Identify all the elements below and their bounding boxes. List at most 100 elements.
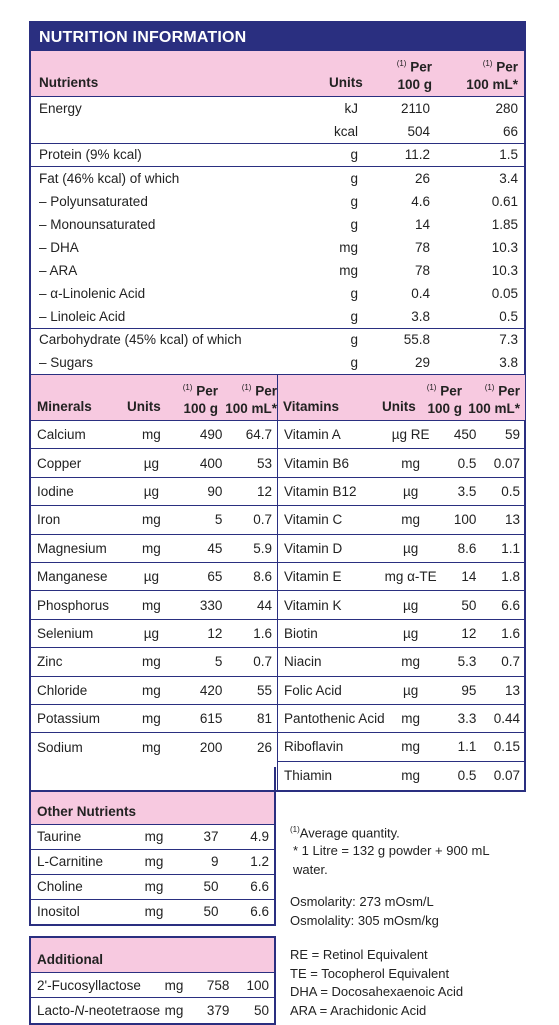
- row-per100ml: 44: [256, 597, 272, 613]
- table-row: Iodine µg 90 12: [31, 477, 277, 505]
- nutrient-per100ml: 10.3: [491, 262, 518, 278]
- minerals-title: Minerals: [37, 399, 92, 414]
- row-per100ml: 13: [504, 682, 520, 698]
- row-per100g: 50: [203, 879, 219, 895]
- nutrient-unit: kJ: [344, 100, 359, 116]
- nutrient-per100g: 55.8: [403, 332, 430, 348]
- nutrition-panel: NUTRITION INFORMATION Nutrients Units (1…: [29, 21, 526, 1025]
- table-row: Copper µg 400 53: [31, 448, 277, 477]
- nutrient-unit: kcal: [333, 123, 358, 139]
- nutrient-row: Carbohydrate (45% kcal) of which g 55.8 7.3: [31, 328, 524, 351]
- row-per100ml: 0.7: [253, 512, 272, 528]
- row-per100g: 0.5: [457, 768, 477, 784]
- row-per100ml: 55: [256, 682, 272, 698]
- nutrient-row: Fat (46% kcal) of which g 26 3.4: [31, 167, 524, 190]
- row-per100ml: 1.6: [253, 625, 272, 641]
- nutrients-header: Nutrients: [39, 75, 99, 90]
- nutrient-per100g: 0.4: [411, 285, 430, 301]
- row-name: Calcium: [37, 427, 86, 443]
- row-unit: mg: [164, 977, 184, 993]
- nutrient-row: – Polyunsaturated g 4.6 0.61: [31, 190, 524, 213]
- row-unit: mg: [142, 739, 161, 755]
- table-row: Taurine mg 37 4.9: [31, 824, 274, 849]
- minerals-per100ml: (1) Per 100 mL*: [225, 383, 277, 416]
- row-unit: mg: [142, 540, 161, 556]
- abbr-dha: DHA = Docosahexaenoic Acid: [290, 984, 464, 1000]
- row-per100ml: 12: [256, 483, 272, 499]
- row-per100ml: 0.5: [501, 483, 520, 499]
- minerals-rows: Calcium mg 490 64.7 Copper µg 400 53 Iodine µg 90 1…: [31, 420, 277, 761]
- row-per100g: 200: [199, 739, 223, 755]
- table-row: Manganese µg 65 8.6: [31, 562, 277, 590]
- nutrient-row: – Monounsaturated g 14 1.85: [31, 213, 524, 236]
- row-per100g: 5: [214, 654, 223, 670]
- nutrient-group: Carbohydrate (45% kcal) of which g 55.8 7.3…: [31, 327, 524, 375]
- row-name: Vitamin B12: [284, 483, 357, 499]
- per100ml-header: (1) Per 100 mL*: [466, 59, 518, 92]
- row-unit: µg: [402, 682, 419, 698]
- nutrient-per100g: 29: [414, 355, 430, 370]
- litre-note: * 1 Litre = 132 g powder + 900 mL water.: [293, 843, 490, 877]
- row-unit: mg: [142, 654, 161, 670]
- nutrient-per100g: 3.8: [411, 308, 430, 324]
- nutrient-per100g: 26: [414, 170, 430, 186]
- table-row: 2'-Fucosyllactose mg 758 100: [31, 972, 274, 998]
- row-per100ml: 81: [256, 711, 272, 727]
- table-row: Inositol mg 50 6.6: [31, 899, 274, 924]
- row-per100g: 1.1: [457, 739, 477, 755]
- row-per100ml: 64.7: [245, 427, 272, 443]
- units-header: Units: [329, 75, 363, 90]
- row-name: Vitamin E: [284, 569, 342, 585]
- row-per100ml: 0.07: [493, 768, 520, 784]
- row-name: Folic Acid: [284, 682, 342, 698]
- row-per100g: 5.3: [457, 654, 477, 670]
- row-per100g: 65: [207, 569, 223, 585]
- nutrient-row: Protein (9% kcal) g 11.2 1.5: [31, 143, 524, 166]
- minerals-table: Minerals Units (1) Per 100 g (1) Per 100 m…: [31, 375, 277, 790]
- vitamins-table: Vitamins Units (1) Per 100 g (1) Per 100 m…: [277, 375, 525, 790]
- row-name: Niacin: [284, 654, 322, 670]
- table-row: Chloride mg 420 55: [31, 676, 277, 704]
- nutrient-name: – Monounsaturated: [39, 216, 156, 232]
- additional-header: Additional: [31, 938, 274, 973]
- row-per100g: 0.5: [457, 455, 477, 471]
- row-unit: µg: [402, 483, 419, 499]
- nutrient-unit: g: [350, 355, 358, 370]
- vitamins-title: Vitamins: [283, 399, 340, 414]
- row-name: Iodine: [37, 483, 74, 499]
- row-unit: mg: [144, 904, 164, 920]
- nutrient-group: Fat (46% kcal) of which g 26 3.4 – Polyunsat…: [31, 166, 524, 328]
- row-unit: µg RE: [391, 427, 430, 443]
- table-row: Biotin µg 12 1.6: [278, 619, 525, 647]
- table-row: Thiamin mg 0.5 0.07: [278, 761, 525, 789]
- minerals-units: Units: [127, 399, 161, 414]
- row-name: Vitamin B6: [284, 455, 350, 471]
- row-per100g: 12: [461, 625, 477, 641]
- row-unit: µg: [143, 569, 160, 585]
- row-unit: µg: [143, 455, 160, 471]
- nutrient-name: – Linoleic Acid: [39, 308, 126, 324]
- row-name: Inositol: [37, 904, 80, 920]
- per100g-header: (1) Per 100 g: [396, 59, 432, 92]
- row-per100ml: 0.07: [493, 455, 520, 471]
- row-per100ml: 1.8: [501, 569, 520, 585]
- nutrient-per100g: 78: [414, 239, 430, 255]
- additional-table: Additional 2'-Fucosyllactose mg 758 100 Lact…: [29, 936, 276, 1025]
- table-row: Niacin mg 5.3 0.7: [278, 647, 525, 676]
- nutrient-per100ml: 3.4: [499, 170, 518, 186]
- nutrient-per100ml: 7.3: [499, 332, 518, 348]
- row-per100ml: 8.6: [253, 569, 272, 585]
- row-per100ml: 6.6: [250, 879, 269, 895]
- row-name: Copper: [37, 455, 82, 471]
- osmolarity: Osmolarity: 273 mOsm/L: [290, 894, 434, 910]
- nutrient-row: kcal 504 66: [31, 120, 524, 143]
- nutrient-per100ml: 280: [495, 100, 518, 116]
- row-unit: mg: [401, 654, 420, 670]
- row-unit: mg: [401, 739, 420, 755]
- table-row: Vitamin C mg 100 13: [278, 505, 525, 534]
- main-table: NUTRITION INFORMATION Nutrients Units (1…: [29, 21, 526, 374]
- row-name: Pantothenic Acid: [284, 711, 385, 727]
- nutrient-per100g: 14: [414, 216, 430, 232]
- row-unit: mg: [142, 597, 161, 613]
